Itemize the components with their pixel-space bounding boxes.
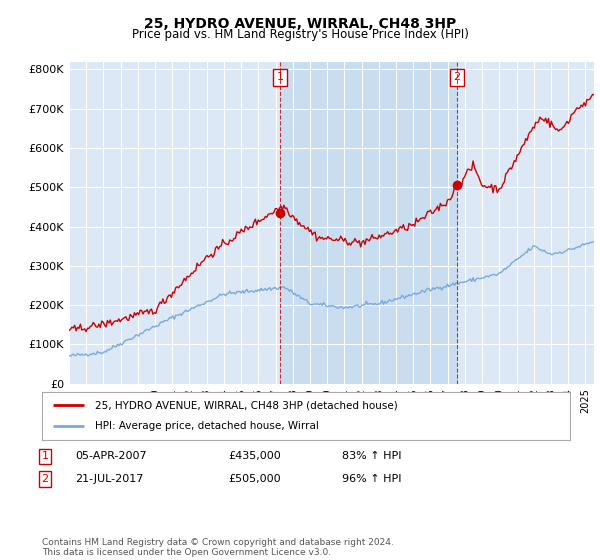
Text: 2: 2 — [41, 474, 49, 484]
Text: HPI: Average price, detached house, Wirral: HPI: Average price, detached house, Wirr… — [95, 421, 319, 431]
Text: £435,000: £435,000 — [228, 451, 281, 461]
Text: 83% ↑ HPI: 83% ↑ HPI — [342, 451, 401, 461]
Text: Contains HM Land Registry data © Crown copyright and database right 2024.
This d: Contains HM Land Registry data © Crown c… — [42, 538, 394, 557]
Text: £505,000: £505,000 — [228, 474, 281, 484]
Text: 2: 2 — [454, 72, 461, 82]
Text: 1: 1 — [277, 72, 284, 82]
Text: 25, HYDRO AVENUE, WIRRAL, CH48 3HP (detached house): 25, HYDRO AVENUE, WIRRAL, CH48 3HP (deta… — [95, 400, 398, 410]
Text: 1: 1 — [41, 451, 49, 461]
Text: 21-JUL-2017: 21-JUL-2017 — [75, 474, 143, 484]
Text: 96% ↑ HPI: 96% ↑ HPI — [342, 474, 401, 484]
Text: 25, HYDRO AVENUE, WIRRAL, CH48 3HP: 25, HYDRO AVENUE, WIRRAL, CH48 3HP — [144, 17, 456, 31]
Text: 05-APR-2007: 05-APR-2007 — [75, 451, 146, 461]
Bar — [280, 62, 457, 384]
Text: Price paid vs. HM Land Registry's House Price Index (HPI): Price paid vs. HM Land Registry's House … — [131, 28, 469, 41]
